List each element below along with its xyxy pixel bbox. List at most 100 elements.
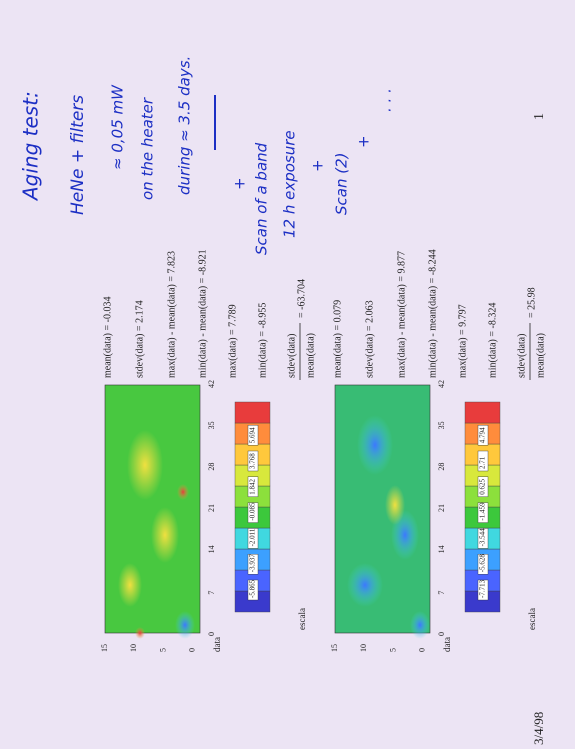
y-tick-label: 15 [330,644,339,652]
colorbar-cell [464,401,501,424]
stat-line: min(data) - mean(data) = -8.244 [427,249,438,378]
y-tick-label: 10 [129,644,138,652]
colorbar-label: escala [527,608,537,630]
heatmap [104,384,201,634]
axis-label: data [212,637,222,652]
colorbar-tick-label: -3.937 [249,554,257,573]
x-tick-label: 28 [437,463,446,471]
note-line: on the heater [139,97,157,200]
heatmap-blob [151,507,179,563]
note-line: ≈ 0,05 mW [109,84,127,170]
y-tick-label: 0 [188,648,197,652]
colorbar-label-box [477,502,489,523]
colorbar-label-box [247,579,259,601]
heatmap-blob [127,430,163,500]
colorbar-label-box [477,425,489,446]
colorbar-label-box [247,554,259,575]
stat-line: mean(data) = -0.034 [102,297,113,378]
x-tick-label: 35 [207,421,216,429]
colorbar-cell [234,401,271,424]
x-tick-label: 42 [437,380,446,388]
x-tick-label: 21 [437,504,446,512]
colorbar-tick-label: 5.694 [249,427,257,443]
colorbar-tick-label: 0.625 [479,479,487,495]
y-tick-label: 0 [418,648,427,652]
colorbar-label-box [247,425,259,446]
x-tick-label: 35 [437,421,446,429]
y-tick-label: 15 [100,644,109,652]
colorbar-tick-label: -0.085 [249,502,257,521]
colorbar-tick-label: -5.865 [249,579,257,598]
x-tick-label: 28 [207,463,216,471]
colorbar-tick-label: 2.71 [479,456,487,469]
note-line: HeNe + filters [68,95,88,215]
colorbar-tick-label: -2.011 [249,528,257,546]
ratio-numerator: stdev(data) [286,334,297,378]
note-line: Scan (2) [333,153,351,215]
heatmap-blob [135,627,145,639]
stat-line: stdev(data) = 2.174 [134,300,145,378]
colorbar-tick-label: 4.794 [479,427,487,443]
colorbar-label-box [477,476,489,497]
colorbar-tick-label: 3.768 [249,453,257,469]
stat-line: min(data) - mean(data) = -8.921 [197,249,208,378]
stat-line: max(data) = 9.797 [457,304,468,378]
ratio-value: = -63.704 [296,279,307,318]
axis-label: data [442,637,452,652]
note-line: + [231,177,249,190]
colorbar-label-box [477,528,489,549]
heatmap-blob [347,563,383,607]
colorbar-label-box [477,450,489,472]
colorbar-label-box [477,554,489,575]
ratio-value: = 25.98 [526,287,537,318]
stat-line: mean(data) = 0.079 [332,300,343,378]
stat-line: max(data) - mean(data) = 9.877 [396,251,407,378]
stat-line: max(data) = 7.789 [227,304,238,378]
note-line: + [355,135,373,148]
x-tick-label: 0 [437,632,446,636]
x-tick-label: 42 [207,380,216,388]
heatmap-blob [357,415,393,475]
heatmap-blob [118,563,142,607]
ratio-denominator: mean(data) [535,333,546,378]
colorbar-label: escala [297,608,307,630]
ratio-numerator: stdev(data) [516,334,527,378]
heatmap-blob [385,485,405,525]
heatmap-blob [410,611,430,639]
colorbar-label-box [477,579,489,601]
date: 3/4/98 [531,712,546,745]
note-line: + [309,159,327,172]
stat-line: max(data) - mean(data) = 7.823 [166,251,177,378]
x-tick-label: 0 [207,632,216,636]
note-title: Aging test: [19,91,43,202]
ratio-denominator: mean(data) [305,333,316,378]
colorbar-tick-label: 1.842 [249,479,257,495]
note-line: Scan of a band [253,142,271,255]
note-line: . . . [377,88,395,112]
colorbar-tick-label: -7.713 [479,579,487,598]
colorbar-label-box [247,528,259,549]
colorbar-label-box [247,502,259,523]
colorbar-tick-label: -5.628 [479,554,487,573]
x-tick-label: 14 [207,545,216,553]
x-tick-label: 7 [207,591,216,595]
colorbar-tick-label: -3.544 [479,528,487,547]
stat-line: min(data) = -8.955 [257,303,268,378]
page-number: 1 [532,113,547,120]
heatmap-blob [177,484,189,500]
x-tick-label: 21 [207,504,216,512]
colorbar-label-box [247,450,259,472]
note-line: during ≈ 3.5 days. [176,56,194,195]
x-tick-label: 14 [437,545,446,553]
y-tick-label: 5 [158,648,167,652]
stat-line: stdev(data) = 2.063 [364,300,375,378]
heatmap-blob [175,611,195,639]
colorbar-tick-label: -1.459 [479,502,487,521]
note-line: 12 h exposure [281,130,299,238]
y-tick-label: 5 [388,648,397,652]
colorbar-label-box [247,476,259,497]
stat-line: min(data) = -8.324 [487,303,498,378]
y-tick-label: 10 [359,644,368,652]
